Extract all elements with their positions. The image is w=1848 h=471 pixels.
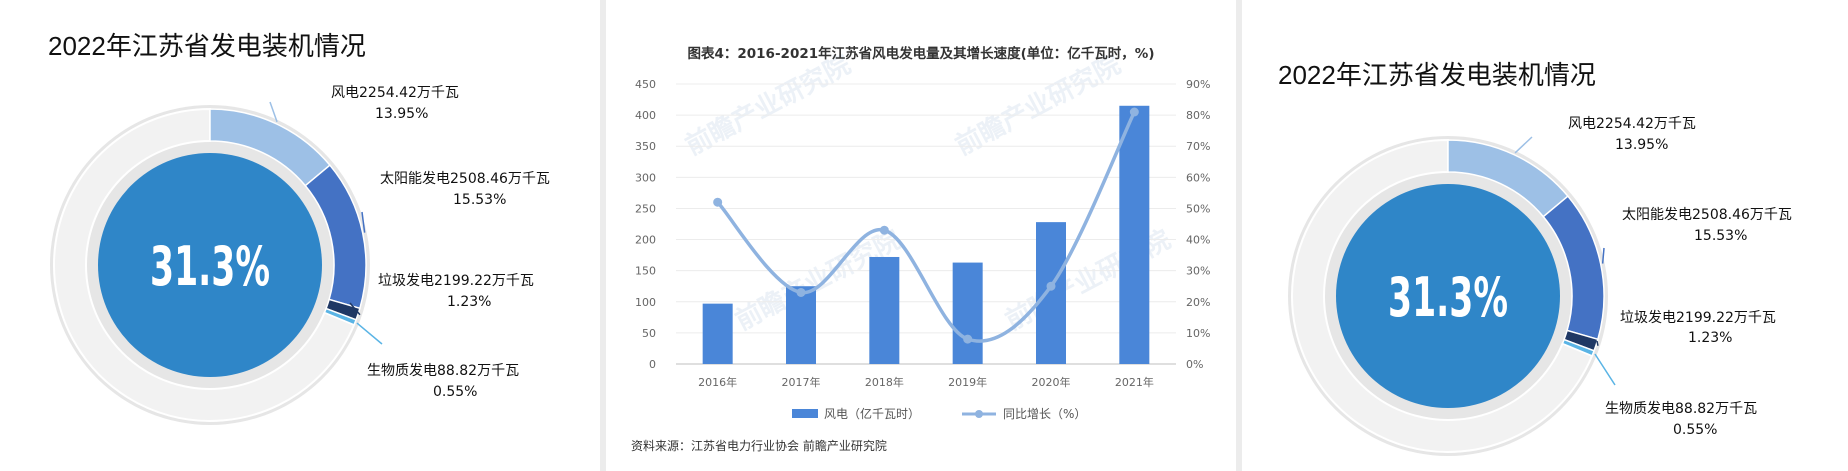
leader-line-biomass	[1594, 353, 1616, 386]
segment-label-waste: 垃圾发电2199.22万千瓦	[1620, 310, 1776, 326]
y-left-tick-label: 0	[649, 358, 656, 371]
leader-line-waste	[349, 302, 361, 316]
segment-pct-waste: 1.23%	[1688, 330, 1733, 346]
donut-center-value: 31.3%	[1388, 266, 1508, 329]
y-left-tick-label: 50	[642, 327, 656, 340]
growth-point-2021年	[1129, 107, 1139, 117]
leader-line-wind	[1514, 136, 1533, 154]
y-right-tick-label: 30%	[1186, 265, 1210, 278]
segment-label-biomass: 生物质发电88.82万千瓦	[1605, 401, 1758, 417]
y-right-tick-label: 0%	[1186, 358, 1203, 371]
segment-pct-solar: 15.53%	[1694, 228, 1748, 244]
segment-pct-solar: 15.53%	[453, 192, 507, 208]
donut-panel-right: 2022年江苏省发电装机情况 31.3% 风电2254.42万千瓦 13.95%…	[1242, 0, 1848, 471]
growth-point-2020年	[1046, 281, 1056, 291]
y-left-tick-label: 200	[635, 234, 656, 247]
segment-pct-biomass: 0.55%	[433, 384, 478, 400]
segment-label-solar: 太阳能发电2508.46万千瓦	[380, 171, 550, 187]
bar-2016年	[702, 303, 733, 364]
bar-2019年	[952, 262, 983, 364]
y-right-tick-label: 10%	[1186, 327, 1210, 340]
segment-label-solar: 太阳能发电2508.46万千瓦	[1622, 207, 1792, 223]
growth-point-2016年	[713, 197, 723, 207]
y-left-tick-label: 300	[635, 171, 656, 184]
chart-title: 图表4：2016-2021年江苏省风电发电量及其增长速度(单位：亿千瓦时，%)	[687, 45, 1154, 62]
leader-line-wind	[269, 101, 278, 123]
bar-2017年	[786, 286, 816, 364]
combo-chart: 图表4：2016-2021年江苏省风电发电量及其增长速度(单位：亿千瓦时，%) …	[631, 45, 1210, 453]
x-tick-label: 2019年	[948, 375, 987, 389]
leader-line-solar	[1601, 247, 1605, 264]
y-right-tick-label: 40%	[1186, 234, 1210, 247]
growth-point-2019年	[963, 334, 973, 344]
y-right-tick-label: 50%	[1186, 202, 1210, 215]
y-left-tick-label: 150	[635, 265, 656, 278]
segment-pct-wind: 13.95%	[1615, 137, 1669, 153]
donut-title: 2022年江苏省发电装机情况	[1278, 60, 1596, 90]
segment-label-waste: 垃圾发电2199.22万千瓦	[378, 273, 534, 289]
y-right-tick-label: 20%	[1186, 296, 1210, 309]
donut-chart: 31.3%	[1288, 136, 1616, 456]
x-tick-label: 2016年	[698, 375, 737, 389]
segment-label-biomass: 生物质发电88.82万千瓦	[367, 363, 520, 379]
donut-segment-remainder	[1291, 138, 1594, 453]
growth-point-2017年	[796, 287, 806, 297]
bar-2018年	[869, 256, 900, 364]
y-right-tick-label: 80%	[1186, 109, 1210, 122]
bar-2020年	[1036, 222, 1066, 364]
segment-pct-wind: 13.95%	[375, 106, 429, 122]
bar-2021年	[1119, 105, 1150, 365]
y-left-tick-label: 400	[635, 109, 656, 122]
x-tick-label: 2018年	[865, 375, 904, 389]
y-left-tick-label: 100	[635, 296, 656, 309]
y-left-tick-label: 350	[635, 140, 656, 153]
segment-pct-biomass: 0.55%	[1673, 422, 1718, 438]
chart-panel: 前瞻产业研究院 前瞻产业研究院 前瞻产业研究院 前瞻产业研究院 图表4：2016…	[606, 0, 1236, 471]
y-right-tick-label: 60%	[1186, 171, 1210, 184]
x-tick-label: 2020年	[1032, 375, 1071, 389]
growth-line	[716, 111, 1136, 343]
x-tick-label: 2021年	[1115, 375, 1154, 389]
y-left-tick-label: 250	[635, 202, 656, 215]
donut-segment-biomass	[323, 307, 358, 326]
donut-segment-remainder	[53, 107, 356, 422]
y-left-tick-label: 450	[635, 78, 656, 91]
donut-center	[98, 153, 322, 377]
y-right-tick-label: 70%	[1186, 140, 1210, 153]
segment-pct-waste: 1.23%	[447, 294, 492, 310]
x-tick-label: 2017年	[782, 375, 821, 389]
donut-center	[1336, 184, 1560, 408]
y-right-tick-label: 90%	[1186, 78, 1210, 91]
donut-center-value: 31.3%	[150, 235, 270, 298]
legend-label-bar: 风电（亿千瓦时）	[824, 406, 920, 421]
legend-swatch-line-marker	[975, 410, 983, 418]
donut-chart: 31.3%	[50, 101, 383, 425]
leader-line-solar	[361, 211, 366, 233]
legend-label-line: 同比增长（%）	[1003, 407, 1086, 421]
donut-title: 2022年江苏省发电装机情况	[48, 31, 366, 61]
segment-label-wind: 风电2254.42万千瓦	[331, 85, 459, 101]
leader-line-waste	[1596, 340, 1599, 346]
growth-point-2018年	[879, 225, 889, 235]
donut-segment-biomass	[1561, 338, 1596, 357]
leader-line-biomass	[356, 322, 383, 345]
source-note: 资料来源：江苏省电力行业协会 前瞻产业研究院	[631, 438, 887, 453]
donut-panel-left: 2022年江苏省发电装机情况 31.3% 风电2254.42万千瓦 13.95%…	[0, 0, 600, 471]
segment-label-wind: 风电2254.42万千瓦	[1568, 116, 1696, 132]
legend-swatch-bar	[792, 409, 818, 418]
